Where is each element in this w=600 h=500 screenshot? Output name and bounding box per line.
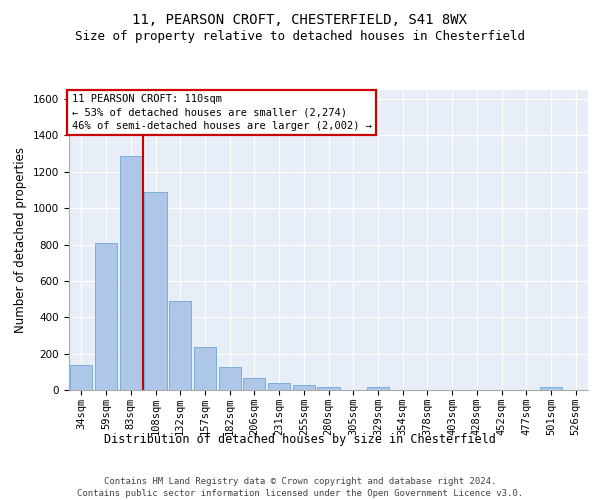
Bar [268,384,290,390]
Bar [119,156,142,390]
Bar [70,366,92,390]
Text: Contains HM Land Registry data © Crown copyright and database right 2024.
Contai: Contains HM Land Registry data © Crown c… [77,476,523,498]
Bar [367,388,389,390]
Bar [243,378,265,390]
Text: Size of property relative to detached houses in Chesterfield: Size of property relative to detached ho… [75,30,525,43]
Y-axis label: Number of detached properties: Number of detached properties [14,147,28,333]
Text: 11 PEARSON CROFT: 110sqm
← 53% of detached houses are smaller (2,274)
46% of sem: 11 PEARSON CROFT: 110sqm ← 53% of detach… [71,94,371,131]
Bar [145,192,167,390]
Text: Distribution of detached houses by size in Chesterfield: Distribution of detached houses by size … [104,432,496,446]
Bar [218,366,241,390]
Bar [540,388,562,390]
Bar [293,385,315,390]
Bar [194,348,216,390]
Bar [317,388,340,390]
Text: 11, PEARSON CROFT, CHESTERFIELD, S41 8WX: 11, PEARSON CROFT, CHESTERFIELD, S41 8WX [133,12,467,26]
Bar [95,242,117,390]
Bar [169,301,191,390]
